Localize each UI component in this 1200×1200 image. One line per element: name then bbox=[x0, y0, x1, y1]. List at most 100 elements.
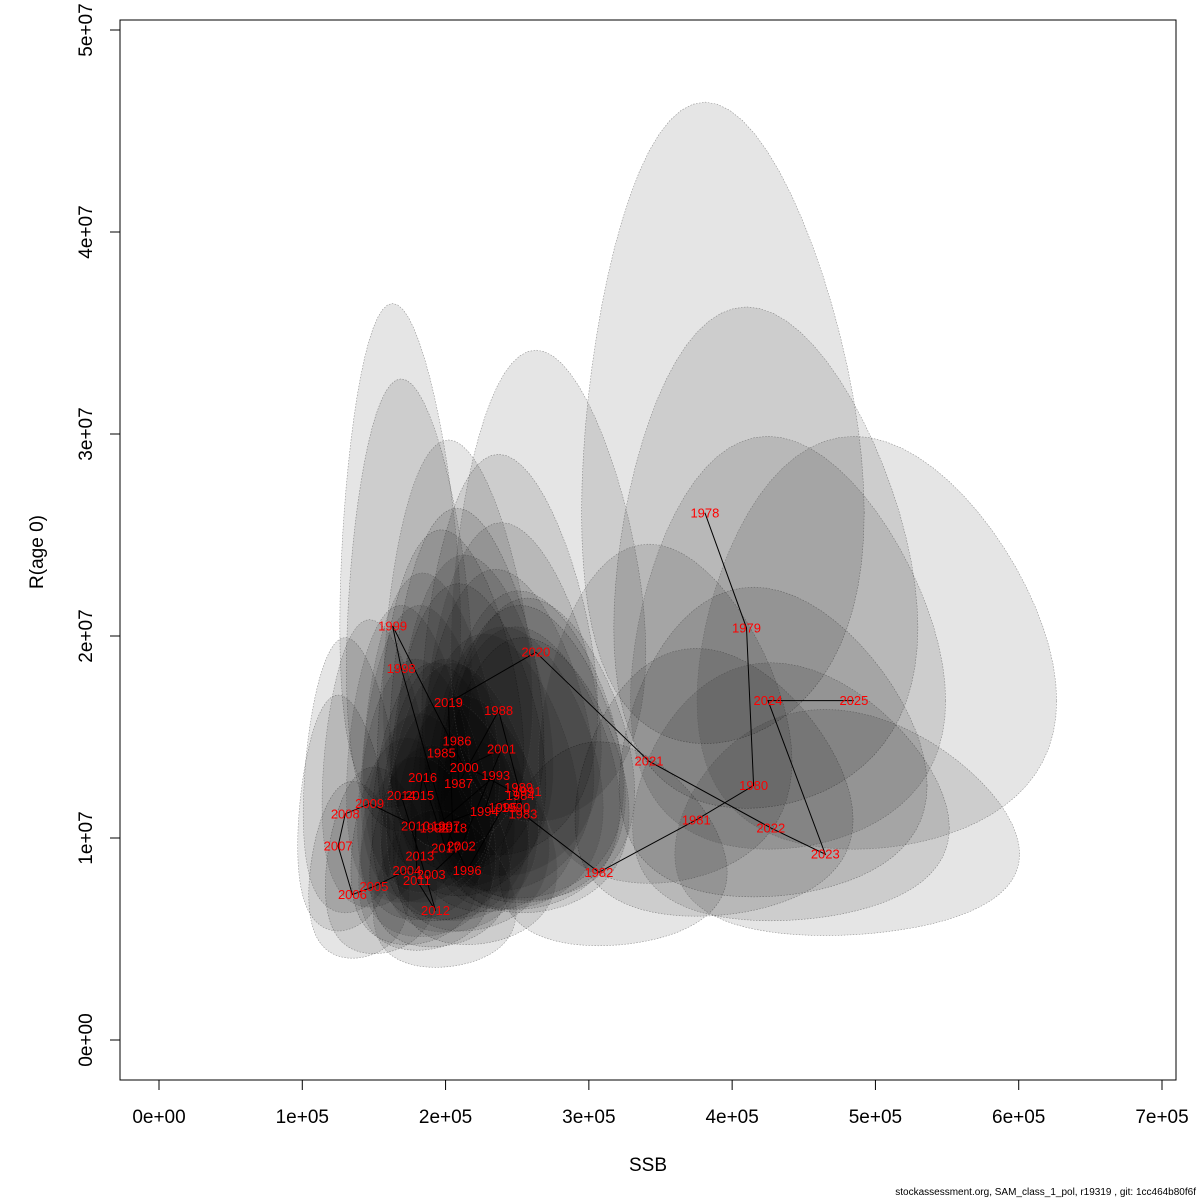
x-axis-title: SSB bbox=[629, 1155, 667, 1176]
year-label-1993: 1993 bbox=[481, 768, 510, 783]
confidence-ellipse-1978 bbox=[581, 101, 865, 744]
confidence-ellipse-2024 bbox=[630, 435, 946, 850]
year-label-1991: 1991 bbox=[513, 784, 542, 799]
confidence-ellipse-1999 bbox=[339, 303, 462, 808]
year-label-2011: 2011 bbox=[403, 873, 431, 888]
x-axis: 0e+00 1e+05 2e+05 3e+05 4e+05 5e+05 6e+05 7e+05 bbox=[132, 1079, 1189, 1128]
y-tick-label: 0e+00 bbox=[76, 1013, 97, 1066]
y-tick-label: 2e+07 bbox=[76, 609, 97, 662]
y-tick-label: 3e+07 bbox=[76, 407, 97, 460]
x-tick-label: 0e+00 bbox=[132, 1107, 185, 1128]
year-label-2022: 2022 bbox=[756, 820, 785, 835]
confidence-ellipse-1983 bbox=[440, 637, 630, 914]
year-label-2021: 2021 bbox=[635, 754, 664, 769]
x-tick-label: 1e+05 bbox=[276, 1107, 329, 1128]
confidence-ellipse-2000 bbox=[394, 554, 554, 888]
confidence-ellipse-1991 bbox=[443, 597, 636, 901]
year-label-2020: 2020 bbox=[521, 645, 550, 660]
year-label-2014: 2014 bbox=[387, 788, 416, 803]
confidence-ellipse-2010 bbox=[357, 658, 491, 920]
year-label-2007: 2007 bbox=[324, 839, 353, 854]
confidence-ellipses bbox=[297, 101, 1058, 968]
year-label-2013: 2013 bbox=[405, 849, 434, 864]
confidence-ellipse-2019 bbox=[382, 439, 534, 851]
confidence-ellipse-2009 bbox=[321, 619, 432, 908]
confidence-ellipse-1992 bbox=[371, 662, 515, 922]
confidence-ellipse-1989 bbox=[437, 590, 624, 899]
year-label-1992: 1992 bbox=[420, 820, 449, 835]
year-label-2018: 2018 bbox=[438, 820, 467, 835]
confidence-ellipse-1987 bbox=[390, 583, 547, 897]
confidence-ellipse-2025 bbox=[696, 435, 1058, 850]
confidence-ellipse-1986 bbox=[389, 507, 545, 873]
year-label-1986: 1986 bbox=[443, 734, 472, 749]
year-label-1981: 1981 bbox=[682, 812, 711, 827]
year-label-2023: 2023 bbox=[811, 847, 840, 862]
year-label-2004: 2004 bbox=[392, 863, 421, 878]
confidence-ellipse-1997 bbox=[380, 658, 530, 920]
year-label-1997: 1997 bbox=[431, 818, 460, 833]
trajectory-polyline bbox=[337, 512, 854, 911]
y-axis-title: R(age 0) bbox=[27, 515, 48, 589]
confidence-ellipse-1988 bbox=[421, 453, 599, 856]
year-label-2010: 2010 bbox=[401, 818, 430, 833]
confidence-ellipse-2018 bbox=[386, 662, 539, 922]
year-label-1982: 1982 bbox=[584, 865, 613, 880]
year-label-2012: 2012 bbox=[421, 903, 450, 918]
confidence-ellipse-2015 bbox=[360, 604, 497, 903]
year-label-2019: 2019 bbox=[434, 695, 463, 710]
year-label-2003: 2003 bbox=[417, 867, 446, 882]
confidence-ellipse-1995 bbox=[424, 626, 604, 910]
footer-note: stockassessment.org, SAM_class_1_pol, r1… bbox=[895, 1187, 1196, 1198]
confidence-ellipse-2020 bbox=[450, 349, 647, 823]
year-label-2000: 2000 bbox=[450, 760, 479, 775]
year-label-2009: 2009 bbox=[355, 796, 384, 811]
year-label-1983: 1983 bbox=[508, 806, 537, 821]
confidence-ellipse-2021 bbox=[538, 543, 793, 884]
confidence-ellipse-2017 bbox=[380, 698, 530, 933]
y-axis: 0e+00 1e+07 2e+07 3e+07 4e+07 5e+07 bbox=[76, 3, 121, 1067]
year-label-1980: 1980 bbox=[739, 778, 768, 793]
x-tick-label: 4e+05 bbox=[705, 1107, 758, 1128]
year-label-1978: 1978 bbox=[690, 505, 719, 520]
year-label-1979: 1979 bbox=[732, 620, 761, 635]
confidence-ellipse-1985 bbox=[377, 529, 524, 880]
year-label-1994: 1994 bbox=[470, 804, 499, 819]
x-tick-label: 6e+05 bbox=[992, 1107, 1045, 1128]
confidence-ellipse-2001 bbox=[423, 522, 602, 877]
confidence-ellipse-1994 bbox=[410, 633, 580, 913]
confidence-ellipse-1982 bbox=[499, 741, 728, 947]
year-label-1995: 1995 bbox=[488, 800, 517, 815]
year-label-2008: 2008 bbox=[331, 806, 360, 821]
year-label-1985: 1985 bbox=[427, 746, 456, 761]
y-tick-label: 1e+07 bbox=[76, 811, 97, 864]
year-label-1987: 1987 bbox=[444, 776, 473, 791]
confidence-ellipse-1990 bbox=[434, 626, 621, 910]
x-tick-label: 3e+05 bbox=[562, 1107, 615, 1128]
confidence-ellipse-2014 bbox=[346, 604, 473, 903]
year-label-2025: 2025 bbox=[839, 693, 868, 708]
year-label-1999: 1999 bbox=[378, 618, 407, 633]
confidence-ellipse-2013 bbox=[360, 712, 497, 938]
year-label-2015: 2015 bbox=[405, 788, 434, 803]
x-tick-label: 2e+05 bbox=[419, 1107, 472, 1128]
confidence-ellipse-2016 bbox=[362, 572, 500, 893]
year-label-1984: 1984 bbox=[506, 788, 535, 803]
confidence-ellipse-1996 bbox=[397, 737, 558, 945]
x-tick-label: 5e+05 bbox=[849, 1107, 902, 1128]
confidence-ellipse-2005 bbox=[325, 766, 437, 955]
confidence-ellipse-2012 bbox=[372, 809, 517, 968]
year-label-2001: 2001 bbox=[487, 742, 516, 757]
y-tick-label: 5e+07 bbox=[76, 3, 97, 56]
confidence-ellipse-1998 bbox=[346, 378, 473, 832]
confidence-ellipse-2007 bbox=[297, 694, 391, 932]
y-tick-label: 4e+07 bbox=[76, 205, 97, 258]
x-tick-label: 7e+05 bbox=[1135, 1107, 1188, 1128]
year-label-2017: 2017 bbox=[431, 841, 460, 856]
trajectory-line bbox=[337, 512, 854, 911]
year-label-2016: 2016 bbox=[408, 770, 437, 785]
confidence-ellipse-2023 bbox=[674, 709, 1021, 936]
year-label-2005: 2005 bbox=[359, 879, 388, 894]
